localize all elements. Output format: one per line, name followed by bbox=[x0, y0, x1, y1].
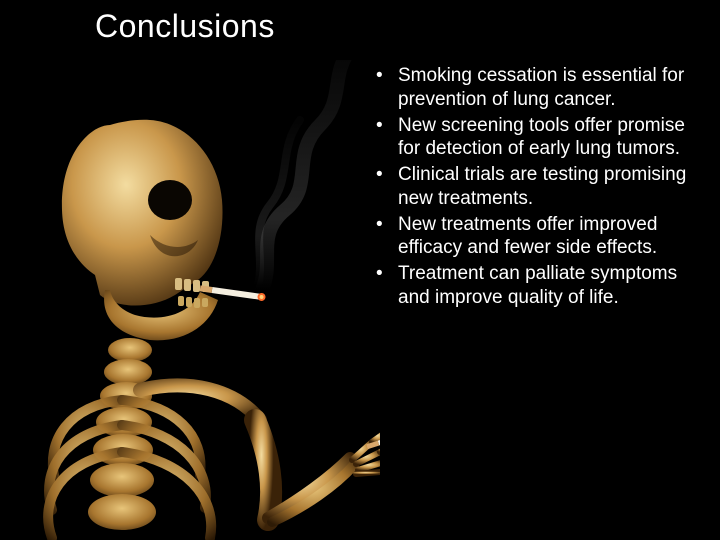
bullet-text: New screening tools offer promise for de… bbox=[398, 115, 685, 160]
bullet-text: New treatments offer improved efficacy a… bbox=[398, 214, 657, 259]
bullet-text: Clinical trials are testing promising ne… bbox=[398, 164, 686, 209]
bullet-list: Smoking cessation is essential for preve… bbox=[370, 64, 700, 310]
bullets-container: Smoking cessation is essential for preve… bbox=[370, 64, 700, 312]
slide: Conclusions bbox=[0, 0, 720, 540]
bullet-text: Treatment can palliate symptoms and impr… bbox=[398, 263, 677, 308]
bullet-item: Treatment can palliate symptoms and impr… bbox=[370, 262, 700, 310]
skeleton-smoking-image bbox=[0, 60, 380, 540]
bullet-item: New screening tools offer promise for de… bbox=[370, 114, 700, 162]
slide-title: Conclusions bbox=[95, 8, 275, 45]
bullet-text: Smoking cessation is essential for preve… bbox=[398, 65, 684, 110]
bullet-item: Clinical trials are testing promising ne… bbox=[370, 163, 700, 211]
bullet-item: New treatments offer improved efficacy a… bbox=[370, 213, 700, 261]
bullet-item: Smoking cessation is essential for preve… bbox=[370, 64, 700, 112]
